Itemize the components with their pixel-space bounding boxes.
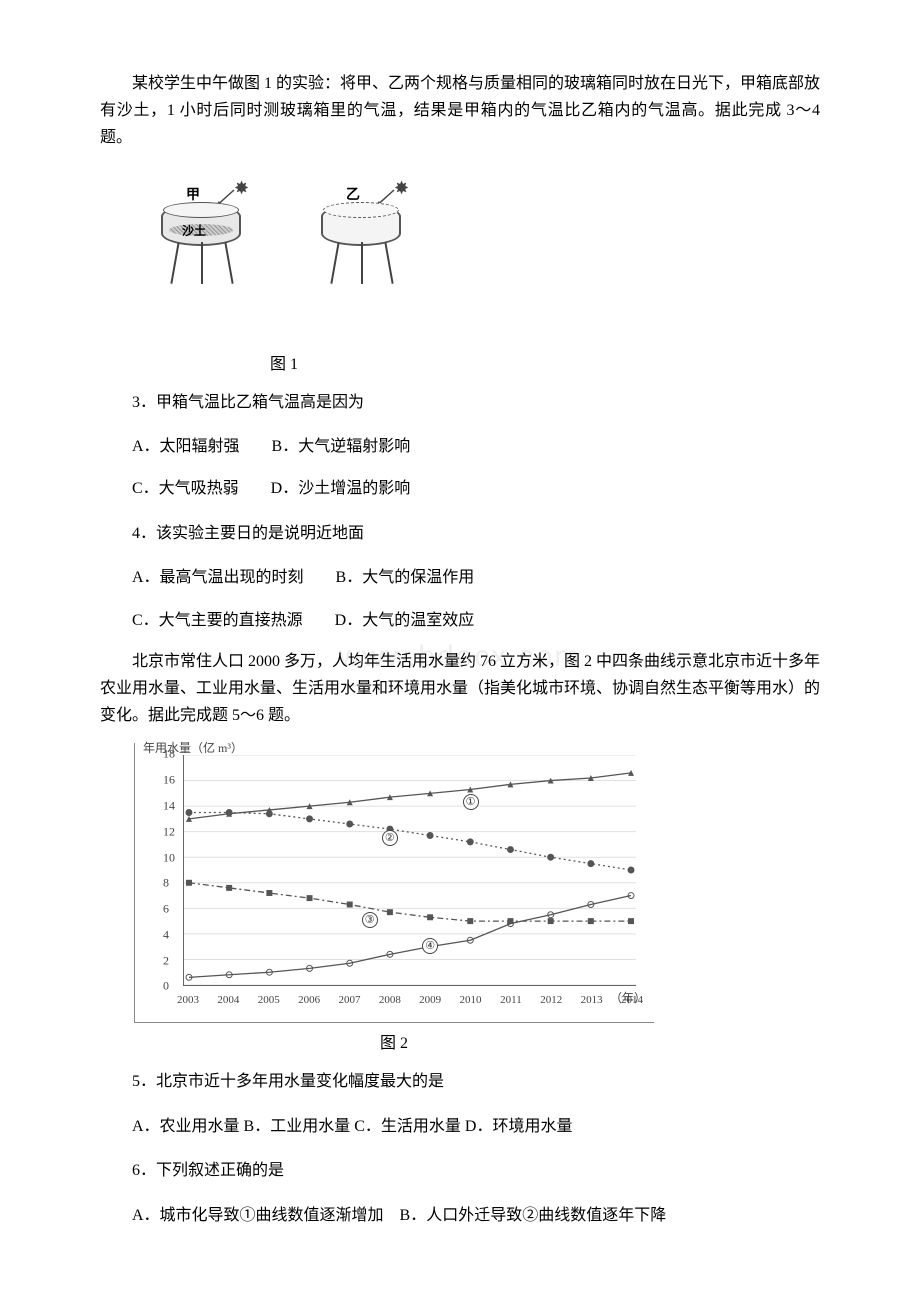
label-yi: 乙 [346, 184, 360, 204]
xtick-label: 2012 [540, 994, 562, 1006]
xtick-label: 2003 [177, 994, 199, 1006]
series-label: ③ [362, 912, 378, 928]
ytick-label: 14 [163, 799, 175, 814]
bowl-rim-jia [163, 202, 239, 218]
q4-options-row1: A．最高气温出现的时刻 B．大气的保温作用 [100, 563, 820, 593]
label-sand: 沙土 [182, 222, 206, 239]
ytick-label: 2 [163, 953, 169, 968]
leg [224, 242, 233, 284]
series-label: ① [463, 794, 479, 810]
xtick-label: 2008 [379, 994, 401, 1006]
xtick-label: 2007 [338, 994, 360, 1006]
ytick-label: 12 [163, 824, 175, 839]
chart-ytitle: 年用水量（亿 m³） [143, 739, 243, 756]
ytick-label: 16 [163, 773, 175, 788]
apparatus-jia: ✸ 甲 沙土 [156, 178, 246, 308]
apparatus-yi: ✸ 乙 [316, 178, 406, 308]
leg [384, 242, 393, 284]
chart-svg [184, 755, 636, 985]
ytick-label: 8 [163, 876, 169, 891]
q5-options-row1: A．农业用水量 B．工业用水量 C．生活用水量 D．环境用水量 [100, 1112, 820, 1142]
series-label: ② [382, 830, 398, 846]
xtick-label: 2009 [419, 994, 441, 1006]
q5-stem: 5．北京市近十多年用水量变化幅度最大的是 [100, 1067, 820, 1097]
chart-plot-area [183, 755, 636, 986]
ytick-label: 4 [163, 927, 169, 942]
q6-stem: 6．下列叙述正确的是 [100, 1156, 820, 1186]
intro-paragraph-1: 某校学生中午做图 1 的实验：将甲、乙两个规格与质量相同的玻璃箱同时放在日光下，… [100, 70, 820, 152]
xtick-label: 2004 [217, 994, 239, 1006]
xtick-label: 2014 [621, 994, 643, 1006]
xtick-label: 2013 [581, 994, 603, 1006]
xtick-label: 2011 [500, 994, 522, 1006]
label-jia: 甲 [186, 184, 200, 204]
intro-paragraph-2: 北京市常住人口 2000 多万，人均年生活用水量约 76 立方米，图 2 中四条… [100, 648, 820, 730]
q3-stem: 3．甲箱气温比乙箱气温高是因为 [100, 388, 820, 418]
figure-1: ✸ 甲 沙土 ✸ 乙 图 1 [134, 166, 820, 374]
q4-options-row2: C．大气主要的直接热源 D．大气的温室效应 [100, 606, 820, 636]
xtick-label: 2010 [460, 994, 482, 1006]
figure-1-caption: 图 1 [134, 350, 434, 374]
ytick-label: 0 [163, 979, 169, 994]
q3-options-row2: C．大气吸热弱 D．沙土增温的影响 [100, 474, 820, 504]
bowl-rim-yi [323, 202, 399, 218]
figure-2-caption: 图 2 [134, 1029, 654, 1053]
ytick-label: 10 [163, 850, 175, 865]
xtick-label: 2006 [298, 994, 320, 1006]
ytick-label: 6 [163, 902, 169, 917]
figure-2: 年用水量（亿 m³） （年） 0246810121416182003200420… [134, 743, 654, 1053]
xtick-label: 2005 [258, 994, 280, 1006]
leg [330, 242, 339, 284]
q4-stem: 4．该实验主要日的是说明近地面 [100, 519, 820, 549]
q6-options-row1: A．城市化导致①曲线数值逐渐增加 B．人口外迁导致②曲线数值逐年下降 [100, 1201, 820, 1231]
line-chart: 年用水量（亿 m³） （年） 0246810121416182003200420… [134, 743, 654, 1023]
ytick-label: 18 [163, 747, 175, 762]
leg [170, 242, 179, 284]
q3-options-row1: A．太阳辐射强 B．大气逆辐射影响 [100, 432, 820, 462]
leg [361, 242, 363, 284]
leg [201, 242, 203, 284]
